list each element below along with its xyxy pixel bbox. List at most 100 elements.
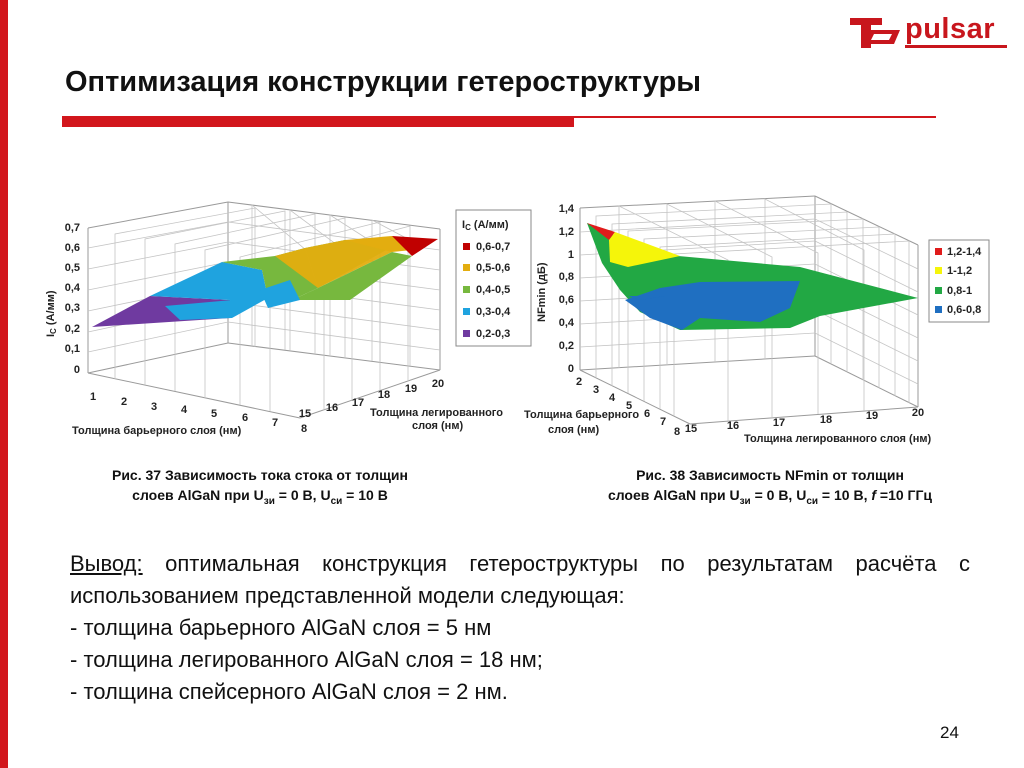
title-red-line xyxy=(574,116,936,118)
chart1-z-tick: 0,6 xyxy=(65,242,80,254)
chart1-y-label-line1: Толщина легированного xyxy=(370,407,503,419)
chart1-x-label: Толщина барьерного слоя (нм) xyxy=(72,425,242,437)
chart1-z-tick: 0,2 xyxy=(65,323,80,335)
chart2-legend-swatch xyxy=(935,306,942,313)
chart2-x-tick: 5 xyxy=(626,400,632,412)
chart2-legend-label: 1-1,2 xyxy=(947,265,972,277)
chart1-x-ticks: 1 2 3 4 5 6 7 8 xyxy=(90,391,307,435)
chart1-z-ticks: 0 0,1 0,2 0,3 0,4 0,5 0,6 0,7 xyxy=(65,222,81,376)
chart2-z-tick: 1 xyxy=(568,249,574,261)
conclusion-block: Вывод: оптимальная конструкция гетеростр… xyxy=(70,548,970,708)
figure-37-caption: Рис. 37 Зависимость тока стока от толщин… xyxy=(60,465,460,512)
chart1-y-label-line2: слоя (нм) xyxy=(412,420,463,432)
chart1-legend-swatch xyxy=(463,264,470,271)
chart1-legend-swatch xyxy=(463,330,470,337)
chart2-z-tick: 1,4 xyxy=(559,203,575,215)
chart1-y-tick: 15 xyxy=(299,408,311,420)
chart1-legend-title: IС (А/мм) xyxy=(462,219,509,232)
chart1-legend-label: 0,3-0,4 xyxy=(476,306,511,318)
title-red-bar xyxy=(62,116,574,127)
chart1-y-tick: 17 xyxy=(352,397,364,409)
conclusion-heading: Вывод: xyxy=(70,551,143,576)
fig37-caption-line2: слоев AlGaN при Uзи = 0 В, Uси = 10 В xyxy=(132,487,388,507)
chart1-z-tick: 0,7 xyxy=(65,222,80,234)
chart2-y-tick: 15 xyxy=(685,423,697,435)
chart2-legend: 1,2-1,4 1-1,2 0,8-1 0,6-0,8 xyxy=(928,239,990,323)
chart1-x-tick: 2 xyxy=(121,396,127,408)
chart1-z-label: IС (А/мм) xyxy=(45,290,58,337)
conclusion-item: - толщина спейсерного AlGaN слоя = 2 нм. xyxy=(70,679,508,704)
chart2-surface xyxy=(587,223,918,330)
fig38-caption-line1: Рис. 38 Зависимость NFmin от толщин xyxy=(636,467,904,483)
chart1-x-tick: 7 xyxy=(272,417,278,429)
chart2-axis-box xyxy=(579,195,919,425)
chart2-y-tick: 19 xyxy=(866,410,878,422)
chart2-x-tick: 3 xyxy=(593,384,599,396)
chart2-y-ticks: 15 16 17 18 19 20 xyxy=(685,407,924,435)
chart2-z-label: NFmin (дБ) xyxy=(536,262,548,322)
chart1-z-tick: 0 xyxy=(74,364,80,376)
chart2-x-ticks: 2 3 4 5 6 7 8 xyxy=(576,376,680,438)
chart2-z-tick: 0,6 xyxy=(559,294,574,306)
chart2-legend-swatch xyxy=(935,287,942,294)
chart1-z-tick: 0,5 xyxy=(65,262,80,274)
chart2-x-label-line2: слоя (нм) xyxy=(548,424,599,436)
chart1-y-tick: 16 xyxy=(326,402,338,414)
logo-underline xyxy=(905,45,1007,48)
chart2-x-tick: 7 xyxy=(660,416,666,428)
chart2-y-tick: 18 xyxy=(820,414,832,426)
left-accent-bar xyxy=(0,0,8,768)
chart1-legend-label: 0,4-0,5 xyxy=(476,284,510,296)
figure-38-caption: Рис. 38 Зависимость NFmin от толщин слое… xyxy=(560,465,980,512)
chart2-gridlines xyxy=(579,198,919,421)
chart2-legend-label: 0,6-0,8 xyxy=(947,304,981,316)
chart2-z-tick: 0,8 xyxy=(559,271,574,283)
chart1-legend: IС (А/мм) 0,6-0,7 0,5-0,6 0,4-0,5 0,3-0,… xyxy=(455,209,532,347)
chart1-x-tick: 1 xyxy=(90,391,96,403)
conclusion-item: - толщина барьерного AlGaN слоя = 5 нм xyxy=(70,615,492,640)
chart1-x-tick: 3 xyxy=(151,401,157,413)
chart1-y-ticks: 15 16 17 18 19 20 xyxy=(299,378,444,420)
chart1-y-tick: 19 xyxy=(405,383,417,395)
chart2-z-ticks: 0 0,2 0,4 0,6 0,8 1 1,2 1,4 xyxy=(559,203,575,375)
chart1-legend-label: 0,5-0,6 xyxy=(476,262,510,274)
pulsar-logo-icon xyxy=(850,18,900,48)
page-title: Оптимизация конструкции гетероструктуры xyxy=(65,66,702,98)
fig38-caption-line2: слоев AlGaN при Uзи = 0 В, Uси = 10 В, f… xyxy=(607,487,933,507)
chart1-legend-swatch xyxy=(463,308,470,315)
chart1-gridlines xyxy=(87,204,441,411)
conclusion-item: - толщина легированного AlGaN слоя = 18 … xyxy=(70,647,543,672)
chart1-legend-swatch xyxy=(463,286,470,293)
chart1-z-tick: 0,3 xyxy=(65,302,80,314)
chart2-z-tick: 1,2 xyxy=(559,226,574,238)
chart2-legend-swatch xyxy=(935,267,942,274)
chart2-x-tick: 6 xyxy=(644,408,650,420)
chart1-legend-label: 0,2-0,3 xyxy=(476,328,510,340)
chart2-x-label-line1: Толщина барьерного xyxy=(524,409,639,421)
chart1-surface xyxy=(92,236,438,327)
chart1-legend-swatch xyxy=(463,243,470,250)
chart2-legend-label: 0,8-1 xyxy=(947,285,972,297)
conclusion-intro: Вывод: оптимальная конструкция гетеростр… xyxy=(70,551,970,608)
chart1-x-tick: 6 xyxy=(242,412,248,424)
chart2-y-tick: 16 xyxy=(727,420,739,432)
chart1-y-tick: 20 xyxy=(432,378,444,390)
chart1-legend-label: 0,6-0,7 xyxy=(476,241,510,253)
chart2-z-tick: 0,2 xyxy=(559,340,574,352)
chart1-axis-box xyxy=(87,201,441,419)
chart1-x-tick: 5 xyxy=(211,408,217,420)
chart2-x-tick: 2 xyxy=(576,376,582,388)
chart2-x-tick: 4 xyxy=(609,392,616,404)
chart1-x-tick: 8 xyxy=(301,423,307,435)
chart2-legend-swatch xyxy=(935,248,942,255)
chart2-y-label: Толщина легированного слоя (нм) xyxy=(744,433,931,445)
chart1-y-tick: 18 xyxy=(378,389,390,401)
chart1-x-tick: 4 xyxy=(181,404,188,416)
chart2-y-tick: 17 xyxy=(773,417,785,429)
chart2-legend-label: 1,2-1,4 xyxy=(947,246,982,258)
chart2-z-tick: 0,4 xyxy=(559,317,575,329)
chart2-y-tick: 20 xyxy=(912,407,924,419)
chart2-x-tick: 8 xyxy=(674,426,680,438)
chart1-z-tick: 0,4 xyxy=(65,282,81,294)
chart1-z-tick: 0,1 xyxy=(65,343,80,355)
